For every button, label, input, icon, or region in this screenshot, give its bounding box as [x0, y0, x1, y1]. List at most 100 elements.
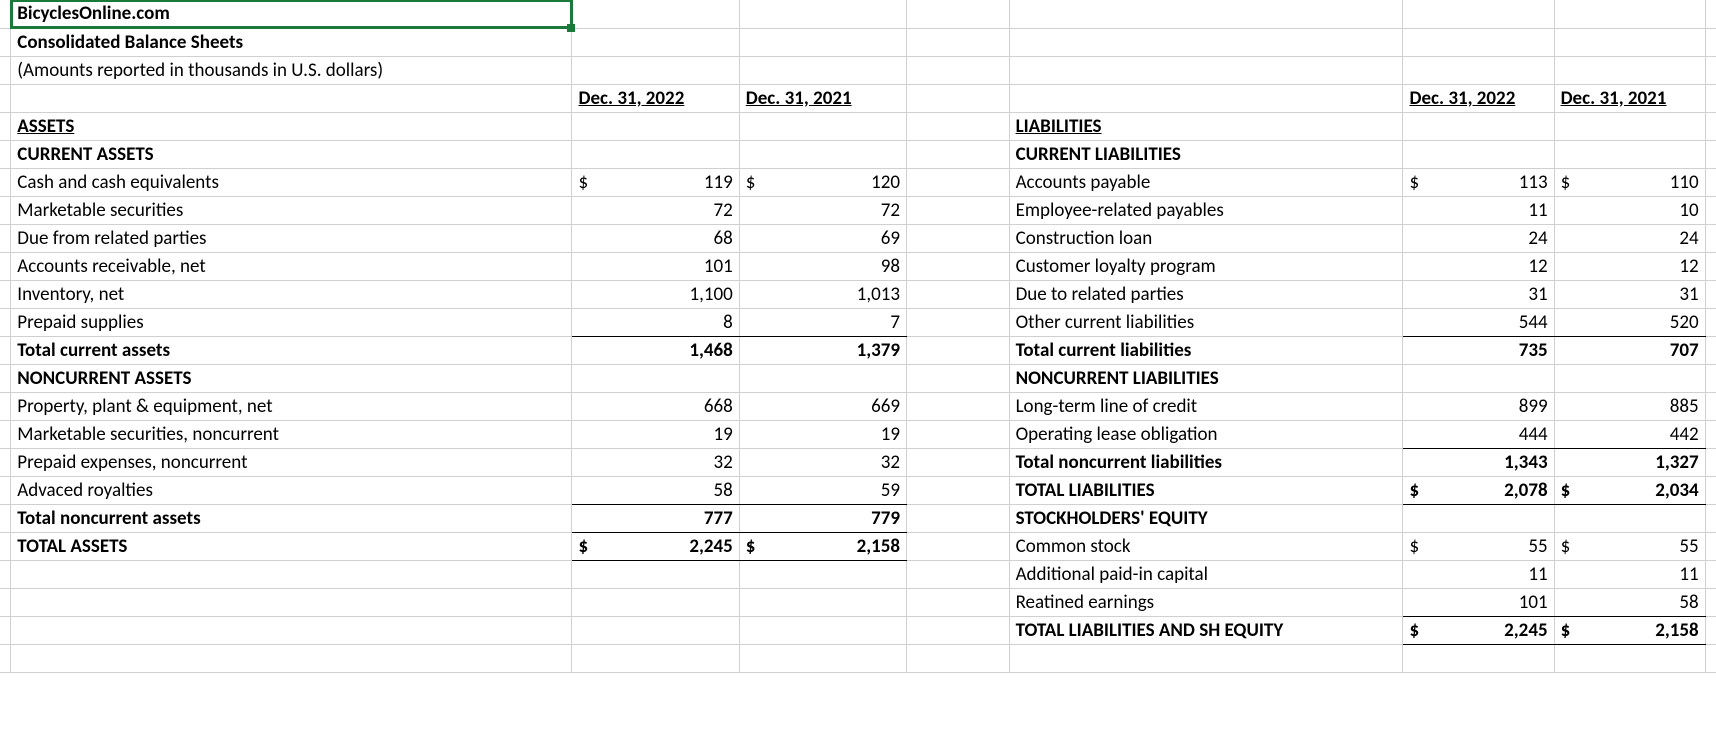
liab-row-2021[interactable]: 520 — [1554, 308, 1705, 336]
liab-row-2022[interactable]: 11 — [1403, 196, 1554, 224]
total-liabilities-label[interactable]: TOTAL LIABILITIES — [1009, 476, 1403, 504]
liab-row-2021[interactable]: 10 — [1554, 196, 1705, 224]
date-2022-left[interactable]: Dec. 31, 2022 — [572, 84, 739, 112]
asset-row-label[interactable]: Cash and cash equivalents — [11, 168, 572, 196]
asset-row-2021[interactable]: 32 — [739, 448, 906, 476]
date-2021-right[interactable]: Dec. 31, 2021 — [1554, 84, 1705, 112]
liab-row-label[interactable]: Construction loan — [1009, 224, 1403, 252]
equity-row-label[interactable]: Additional paid-in capital — [1009, 560, 1403, 588]
liab-row-2022[interactable]: 544 — [1403, 308, 1554, 336]
equity-row-2021[interactable]: $55 — [1554, 532, 1705, 560]
total-assets-2022[interactable]: $2,245 — [572, 532, 739, 560]
asset-row-2021[interactable]: 69 — [739, 224, 906, 252]
total-noncurrent-assets-label[interactable]: Total noncurrent assets — [11, 504, 572, 532]
total-noncurrent-assets-2021[interactable]: 779 — [739, 504, 906, 532]
liab-row-2022[interactable]: 899 — [1403, 392, 1554, 420]
total-liab-equity-2022[interactable]: $2,245 — [1403, 616, 1554, 644]
equity-row-label[interactable]: Common stock — [1009, 532, 1403, 560]
asset-row-2021[interactable]: 59 — [739, 476, 906, 504]
asset-row-2021[interactable]: 7 — [739, 308, 906, 336]
liab-row-2021[interactable]: 12 — [1554, 252, 1705, 280]
date-2022-right[interactable]: Dec. 31, 2022 — [1403, 84, 1554, 112]
assets-heading-label[interactable]: ASSETS — [11, 112, 572, 140]
asset-row-2021[interactable]: 72 — [739, 196, 906, 224]
asset-row-2022[interactable]: 668 — [572, 392, 739, 420]
asset-row-label[interactable]: Marketable securities, noncurrent — [11, 420, 572, 448]
equity-row-2022[interactable]: 101 — [1403, 588, 1554, 616]
asset-row-2022[interactable]: 8 — [572, 308, 739, 336]
asset-row-2022[interactable]: 1,100 — [572, 280, 739, 308]
asset-row-label[interactable]: Prepaid supplies — [11, 308, 572, 336]
asset-row-2021[interactable]: 98 — [739, 252, 906, 280]
total-noncurrent-liabilities-label[interactable]: Total noncurrent liabilities — [1009, 448, 1403, 476]
equity-row-label[interactable]: Reatined earnings — [1009, 588, 1403, 616]
current-liabilities-heading-label[interactable]: CURRENT LIABILITIES — [1009, 140, 1403, 168]
asset-row-2022[interactable]: 19 — [572, 420, 739, 448]
asset-row-label[interactable]: Marketable securities — [11, 196, 572, 224]
total-current-liabilities-label[interactable]: Total current liabilities — [1009, 336, 1403, 364]
title-cell[interactable]: Consolidated Balance Sheets — [11, 28, 572, 56]
liab-row-2022[interactable]: 12 — [1403, 252, 1554, 280]
date-2021-left[interactable]: Dec. 31, 2021 — [739, 84, 906, 112]
asset-row-2022[interactable]: 101 — [572, 252, 739, 280]
liab-row-2021[interactable]: 885 — [1554, 392, 1705, 420]
total-assets-label[interactable]: TOTAL ASSETS — [11, 532, 572, 560]
equity-row-2021[interactable]: 11 — [1554, 560, 1705, 588]
asset-row-label[interactable]: Property, plant & equipment, net — [11, 392, 572, 420]
total-current-assets-2021[interactable]: 1,379 — [739, 336, 906, 364]
asset-row-2022[interactable]: 68 — [572, 224, 739, 252]
selection-handle[interactable] — [567, 24, 575, 32]
asset-row-label[interactable]: Advaced royalties — [11, 476, 572, 504]
total-current-liabilities-2021[interactable]: 707 — [1554, 336, 1705, 364]
asset-row-label[interactable]: Prepaid expenses, noncurrent — [11, 448, 572, 476]
liab-row-2021[interactable]: 24 — [1554, 224, 1705, 252]
total-assets-2021[interactable]: $2,158 — [739, 532, 906, 560]
equity-row-2022[interactable]: $55 — [1403, 532, 1554, 560]
company-name-cell[interactable]: BicyclesOnline.com — [11, 0, 572, 28]
total-current-assets-2022[interactable]: 1,468 — [572, 336, 739, 364]
liab-row-label[interactable]: Due to related parties — [1009, 280, 1403, 308]
liab-row-2022[interactable]: 24 — [1403, 224, 1554, 252]
asset-row-2022[interactable]: 32 — [572, 448, 739, 476]
total-noncurrent-assets-2022[interactable]: 777 — [572, 504, 739, 532]
liab-row-2021[interactable]: 442 — [1554, 420, 1705, 448]
noncurrent-liabilities-heading-label[interactable]: NONCURRENT LIABILITIES — [1009, 364, 1403, 392]
noncurrent-assets-heading-label[interactable]: NONCURRENT ASSETS — [11, 364, 572, 392]
asset-row-2021[interactable]: 19 — [739, 420, 906, 448]
liab-row-label[interactable]: Customer loyalty program — [1009, 252, 1403, 280]
liab-row-2022[interactable]: $113 — [1403, 168, 1554, 196]
asset-row-2021[interactable]: 669 — [739, 392, 906, 420]
asset-row-label[interactable]: Accounts receivable, net — [11, 252, 572, 280]
asset-row-2022[interactable]: 58 — [572, 476, 739, 504]
total-current-assets-label[interactable]: Total current assets — [11, 336, 572, 364]
liab-row-label[interactable]: Accounts payable — [1009, 168, 1403, 196]
liabilities-heading-label[interactable]: LIABILITIES — [1009, 112, 1403, 140]
asset-row-label[interactable]: Inventory, net — [11, 280, 572, 308]
total-liabilities-2021[interactable]: $2,034 — [1554, 476, 1705, 504]
total-noncurrent-liabilities-2021[interactable]: 1,327 — [1554, 448, 1705, 476]
current-assets-heading-label[interactable]: CURRENT ASSETS — [11, 140, 572, 168]
liab-row-label[interactable]: Employee-related payables — [1009, 196, 1403, 224]
liab-row-2021[interactable]: $110 — [1554, 168, 1705, 196]
asset-row-label[interactable]: Due from related parties — [11, 224, 572, 252]
liab-row-label[interactable]: Long-term line of credit — [1009, 392, 1403, 420]
balance-sheet-table: BicyclesOnline.comConsolidated Balance S… — [0, 0, 1716, 673]
total-liab-equity-2021[interactable]: $2,158 — [1554, 616, 1705, 644]
total-noncurrent-liabilities-2022[interactable]: 1,343 — [1403, 448, 1554, 476]
liab-row-label[interactable]: Other current liabilities — [1009, 308, 1403, 336]
total-liabilities-2022[interactable]: $2,078 — [1403, 476, 1554, 504]
equity-row-2021[interactable]: 58 — [1554, 588, 1705, 616]
liab-row-2022[interactable]: 444 — [1403, 420, 1554, 448]
asset-row-2022[interactable]: 72 — [572, 196, 739, 224]
total-current-liabilities-2022[interactable]: 735 — [1403, 336, 1554, 364]
liab-row-label[interactable]: Operating lease obligation — [1009, 420, 1403, 448]
equity-heading-label[interactable]: STOCKHOLDERS' EQUITY — [1009, 504, 1403, 532]
units-cell[interactable]: (Amounts reported in thousands in U.S. d… — [11, 56, 572, 84]
liab-row-2021[interactable]: 31 — [1554, 280, 1705, 308]
liab-row-2022[interactable]: 31 — [1403, 280, 1554, 308]
asset-row-2022[interactable]: $119 — [572, 168, 739, 196]
asset-row-2021[interactable]: $120 — [739, 168, 906, 196]
total-liab-equity-label[interactable]: TOTAL LIABILITIES AND SH EQUITY — [1009, 616, 1403, 644]
asset-row-2021[interactable]: 1,013 — [739, 280, 906, 308]
equity-row-2022[interactable]: 11 — [1403, 560, 1554, 588]
